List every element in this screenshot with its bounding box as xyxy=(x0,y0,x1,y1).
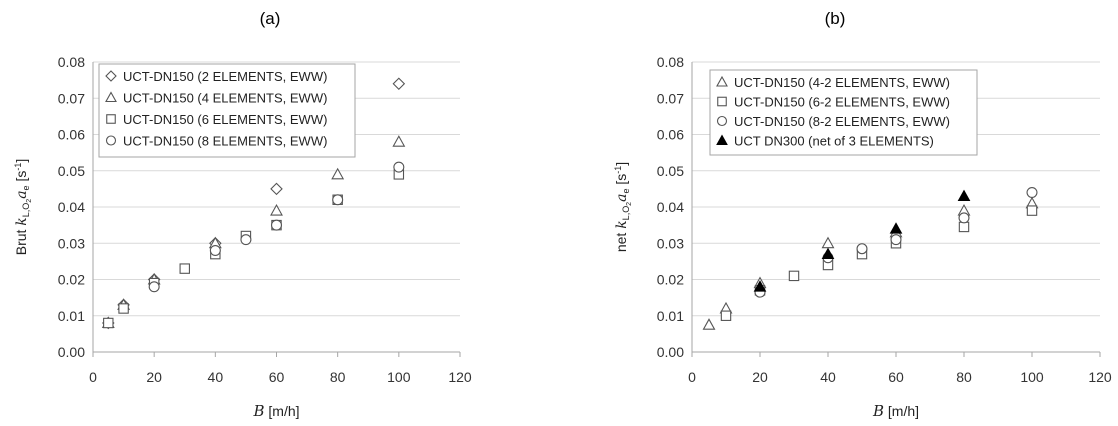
panel-a-legend-entry: UCT-DN150 (8 ELEMENTS, EWW) xyxy=(123,134,327,149)
panel-a-point-square xyxy=(118,303,129,314)
panel-a-point-circle xyxy=(148,281,160,293)
panel-a-xtick-label: 100 xyxy=(387,369,411,385)
panel-b-point-square xyxy=(1026,205,1038,216)
panel-b-legend-entry: UCT DN300 (net of 3 ELEMENTS) xyxy=(734,134,934,149)
panel-a-ytick-label: 0.07 xyxy=(58,90,85,106)
panel-a-point-diamond xyxy=(270,182,283,196)
panel-a-xtick-label: 120 xyxy=(448,369,472,385)
panel-b-xtick-label: 100 xyxy=(1020,369,1044,385)
panel-b-point-circle xyxy=(856,243,868,255)
panel-b-xtick-label: 80 xyxy=(956,369,972,385)
panel-a-xlabel: B [m/h] xyxy=(252,402,299,420)
panel-a-point-circle xyxy=(209,245,221,257)
panel-a-legend-entry: UCT-DN150 (4 ELEMENTS, EWW) xyxy=(123,91,327,106)
panel-a-point-triangle-open xyxy=(270,203,283,216)
panel-b-legend-entry: UCT-DN150 (4-2 ELEMENTS, EWW) xyxy=(734,75,950,90)
panel-b-series-4 xyxy=(753,189,971,292)
panel-b-legend-marker xyxy=(716,115,728,127)
panel-b-legend-marker xyxy=(716,134,728,145)
panel-a-series-2 xyxy=(101,135,406,328)
panel-a-ytick-label: 0.04 xyxy=(58,199,85,215)
panel-a-series-4 xyxy=(148,161,405,293)
panel-a-ylabel: Brut kL,O2ae [s-1] xyxy=(13,159,33,256)
panel-b-legend-entry: UCT-DN150 (8-2 ELEMENTS, EWW) xyxy=(734,114,950,129)
panel-b-point-triangle-open xyxy=(702,318,716,330)
panel-b-legend-entry: UCT-DN150 (6-2 ELEMENTS, EWW) xyxy=(734,95,950,110)
panel-a-xtick-label: 60 xyxy=(269,369,285,385)
panel-b-ytick-label: 0.04 xyxy=(657,199,684,215)
panel-b-point-triangle-open xyxy=(821,236,835,249)
panel-a-xtick-label: 20 xyxy=(146,369,162,385)
panel-a-xtick-label: 40 xyxy=(208,369,224,385)
panel-a-xtick-label: 0 xyxy=(89,369,97,385)
panel-b-ytick-label: 0.00 xyxy=(657,344,684,360)
panel-a-legend-marker xyxy=(105,135,117,146)
panel-a-legend-marker xyxy=(105,91,117,103)
panel-a-point-square xyxy=(179,263,190,274)
panel-b-point-circle xyxy=(958,212,970,224)
panel-a-point-triangle-open xyxy=(331,167,345,180)
panel-b-ytick-label: 0.01 xyxy=(657,308,684,324)
panel-a-ytick-label: 0.00 xyxy=(58,344,85,360)
panel-a-title: (a) xyxy=(260,9,281,28)
panel-b-point-triangle-filled xyxy=(889,222,903,234)
panel-a-point-circle xyxy=(240,234,252,246)
panel-a-legend-box xyxy=(98,63,356,158)
panel-a-legend-marker xyxy=(106,114,116,124)
panel-a-point-square xyxy=(103,317,114,329)
panel-a-legend: UCT-DN150 (2 ELEMENTS, EWW) UCT-DN150 (4 … xyxy=(98,63,356,158)
panel-b-point-square xyxy=(788,270,800,282)
panel-b-series-1 xyxy=(702,196,1039,330)
panel-a-ytick-label: 0.08 xyxy=(58,54,85,70)
panel-a-series-3 xyxy=(103,169,405,329)
panel-b-xtick-label: 40 xyxy=(820,369,836,385)
panel-a-point-circle xyxy=(393,161,405,173)
panel-b-legend-box xyxy=(709,69,978,156)
panel-b-xtick-label: 120 xyxy=(1088,369,1112,385)
panel-b-xtick-label: 60 xyxy=(888,369,904,385)
panel-b-title: (b) xyxy=(825,9,846,28)
panel-a-ytick-label: 0.03 xyxy=(58,235,85,251)
panel-a-ytick-label: 0.06 xyxy=(58,127,85,143)
panel-b-point-square xyxy=(958,221,970,233)
panel-b-point-triangle-filled xyxy=(957,189,971,202)
panel-b-point-circle xyxy=(890,234,902,246)
panel-a-ytick-label: 0.01 xyxy=(58,308,85,324)
panel-b-legend: UCT-DN150 (4-2 ELEMENTS, EWW) UCT-DN150 (… xyxy=(709,69,978,156)
panel-a-point-diamond xyxy=(392,77,406,91)
panel-a: (a) 0.00 0.01 0.02 0.03 0.04 0.05 0.06 0.07 0.08 0… xyxy=(13,9,472,420)
panel-a-point-triangle-open xyxy=(392,135,406,147)
panel-b-ytick-label: 0.07 xyxy=(657,90,684,106)
panel-b-xtick-label: 20 xyxy=(752,369,768,385)
panel-a-ytick-label: 0.05 xyxy=(58,163,85,179)
panel-b: (b) 0.00 0.01 0.02 0.03 0.04 0.05 0.06 0.07 0.08 0… xyxy=(613,9,1112,420)
panel-a-legend-entry: UCT-DN150 (6 ELEMENTS, EWW) xyxy=(123,112,327,127)
panel-b-point-square xyxy=(720,310,732,321)
panel-b-ytick-label: 0.05 xyxy=(657,163,684,179)
panel-b-point-circle xyxy=(1026,187,1038,199)
panel-b-ytick-label: 0.08 xyxy=(657,54,684,70)
panel-b-ytick-label: 0.03 xyxy=(657,235,684,251)
panel-b-ytick-label: 0.06 xyxy=(657,127,684,143)
panel-b-xlabel: B [m/h] xyxy=(872,402,919,420)
panel-b-legend-marker xyxy=(717,96,727,107)
panel-a-ytick-label: 0.02 xyxy=(58,272,85,288)
panel-a-legend-marker xyxy=(105,70,117,82)
panel-b-legend-marker xyxy=(716,75,728,87)
panel-b-ytick-label: 0.02 xyxy=(657,272,684,288)
panel-a-legend-entry: UCT-DN150 (2 ELEMENTS, EWW) xyxy=(123,69,327,84)
panel-b-ylabel: net kL,O2ae [s-1] xyxy=(613,162,633,252)
panel-a-point-circle xyxy=(270,219,282,231)
panel-a-point-circle xyxy=(332,194,344,206)
panel-b-xtick-label: 0 xyxy=(688,369,696,385)
panel-b-series-2 xyxy=(720,205,1038,321)
panel-b-point-triangle-filled xyxy=(753,280,767,292)
panel-b-point-triangle-filled xyxy=(821,247,835,260)
panel-a-xtick-label: 80 xyxy=(330,369,346,385)
